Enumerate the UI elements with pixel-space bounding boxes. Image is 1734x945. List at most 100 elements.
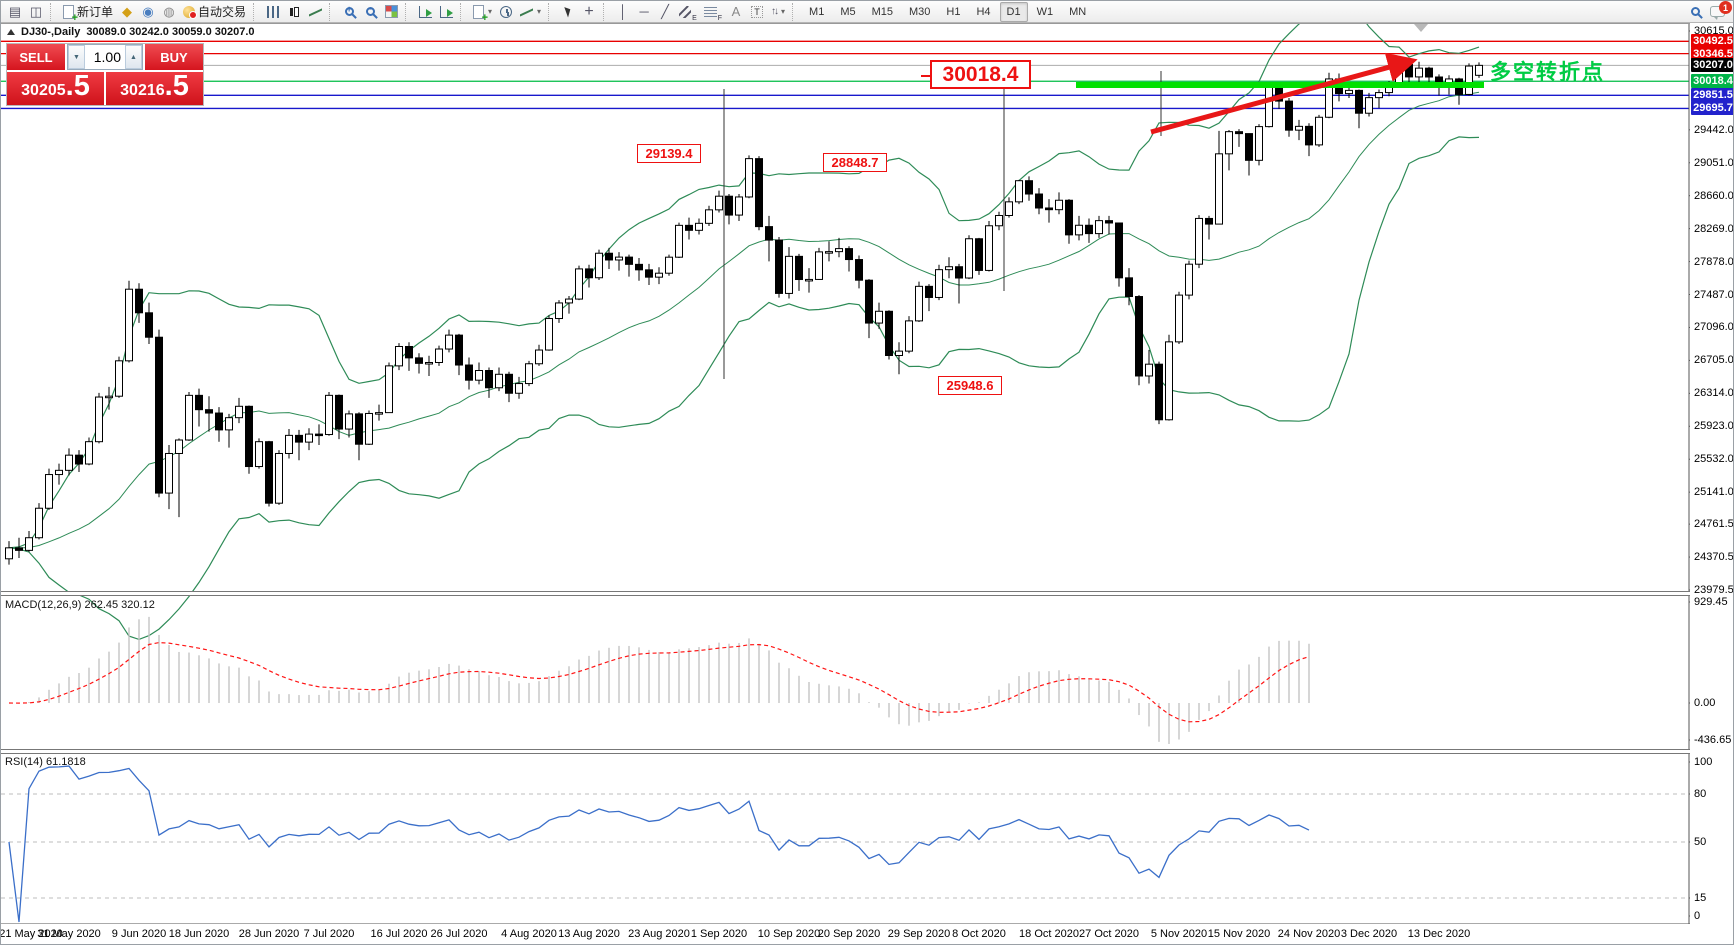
experts-button[interactable]: ◉: [138, 2, 158, 22]
equidistant-channel-icon: [679, 6, 691, 18]
equidistant-channel-button[interactable]: E: [676, 2, 700, 22]
date-label: 9 Jun 2020: [111, 928, 167, 940]
chart-shift-button[interactable]: [436, 2, 456, 22]
market-watch-button[interactable]: ▤: [5, 2, 25, 22]
indicators-button[interactable]: ▾: [470, 2, 495, 24]
timeframe-button-m30[interactable]: M30: [909, 5, 931, 18]
sell-price-display[interactable]: 30205 .5: [7, 72, 104, 105]
zoom-in-button[interactable]: +: [339, 2, 359, 22]
price-callout-28848.7[interactable]: 28848.7: [823, 153, 887, 172]
history-center-button[interactable]: ◆: [117, 2, 137, 22]
price-tick: 28660.0: [1694, 189, 1734, 202]
signals-icon: ◍: [163, 4, 175, 19]
candle-body: [1265, 86, 1273, 128]
date-label: 21 May 2020: [0, 928, 63, 940]
date-label: 28 Jun 2020: [238, 928, 300, 940]
buy-button[interactable]: BUY: [145, 44, 203, 70]
data-window-button[interactable]: ◫: [26, 2, 46, 22]
auto-scroll-button[interactable]: [415, 2, 435, 22]
timeframe-button-m1[interactable]: M1: [809, 5, 825, 18]
macd-axis-label: 929.45: [1694, 596, 1728, 608]
macd-axis-label: 0.00: [1694, 697, 1716, 709]
templates-button[interactable]: ▾: [517, 2, 544, 22]
pane-resizer-rsi[interactable]: [1, 749, 1733, 754]
candle-body: [1205, 217, 1213, 225]
timeframe-button-m5[interactable]: M5: [840, 5, 856, 18]
timeframe-button-mn[interactable]: MN: [1069, 5, 1087, 18]
timeframe-button-h1[interactable]: H1: [946, 5, 961, 18]
trend-arrow-object[interactable]: [1150, 52, 1418, 135]
periods-button[interactable]: [496, 2, 516, 22]
arrows-dropdown-icon[interactable]: ▾: [781, 7, 786, 16]
candle-body: [405, 345, 413, 359]
cursor-icon: [563, 5, 573, 18]
candle-body: [395, 345, 403, 367]
candle-body: [325, 394, 333, 436]
fibonacci-button[interactable]: F: [701, 2, 725, 22]
candlestick-chart-button[interactable]: [284, 2, 304, 22]
price-callout-25948.6[interactable]: 25948.6: [938, 376, 1002, 395]
signals-button[interactable]: ◍: [159, 2, 179, 22]
cn-annotation-text[interactable]: 多空转折点: [1490, 61, 1605, 84]
candle-body: [1235, 131, 1243, 135]
vertical-line-button[interactable]: │: [613, 2, 633, 22]
channel-sub-label: E: [692, 14, 697, 22]
candle-body: [445, 334, 453, 350]
fibonacci-sub-label: F: [717, 14, 723, 22]
vertical-line-icon: │: [619, 4, 628, 19]
notifications-icon[interactable]: 1: [1710, 1, 1732, 20]
pane-resizer-macd[interactable]: [1, 591, 1733, 596]
zoom-out-button[interactable]: −: [360, 2, 380, 22]
bar-chart-button[interactable]: [263, 2, 283, 22]
tile-windows-button[interactable]: [381, 2, 401, 22]
volume-decrease-button[interactable]: ▼: [68, 45, 85, 69]
text-label-button[interactable]: T: [747, 2, 767, 22]
buy-price-display[interactable]: 30216 .5: [106, 72, 203, 105]
timeframe-button-m15[interactable]: M15: [871, 5, 893, 18]
price-tick: 29051.0: [1694, 156, 1734, 169]
timeframe-button-h4[interactable]: H4: [976, 5, 991, 18]
candle-body: [25, 537, 33, 551]
crosshair-button[interactable]: +: [579, 2, 599, 22]
indicators-dropdown-icon[interactable]: ▾: [488, 7, 493, 16]
timeframe-button-w1[interactable]: W1: [1036, 5, 1054, 18]
text-button[interactable]: A: [726, 2, 746, 22]
level-price-badge: 29851.5: [1691, 88, 1733, 103]
candle-body: [165, 452, 173, 494]
sell-button[interactable]: SELL: [7, 44, 65, 70]
price-callout-29139.4[interactable]: 29139.4: [637, 144, 701, 163]
auto-trading-button[interactable]: 自动交易: [180, 2, 249, 22]
price-callout-30018.4[interactable]: 30018.4: [921, 60, 1031, 89]
level-price-badge: 30492.5: [1691, 34, 1733, 49]
candle-body: [175, 439, 183, 454]
chart-shift-marker[interactable]: [1414, 24, 1428, 32]
templates-dropdown-icon[interactable]: ▾: [537, 7, 542, 16]
chart-canvas[interactable]: [1, 23, 1734, 945]
buy-price-whole: 30216: [120, 82, 165, 99]
volume-increase-button[interactable]: ▲: [125, 45, 142, 69]
new-order-button[interactable]: 新订单: [60, 2, 116, 24]
price-tick: 25141.0: [1694, 486, 1734, 499]
volume-value[interactable]: 1.00: [93, 49, 121, 65]
candle-body: [55, 469, 63, 476]
support-zone-bar[interactable]: [1076, 82, 1484, 88]
candle-body: [1165, 341, 1173, 421]
candle-body: [545, 318, 553, 351]
candle-body: [1035, 193, 1043, 209]
cursor-button[interactable]: [558, 2, 578, 22]
macd-axis-label: -436.65: [1694, 734, 1732, 746]
price-tick: 25532.0: [1694, 453, 1734, 466]
collapse-panel-icon[interactable]: [7, 29, 15, 35]
symbol-period-label: DJ30-,Daily: [21, 26, 81, 38]
line-chart-button[interactable]: [305, 2, 325, 22]
candle-body: [315, 433, 323, 437]
candle-body: [205, 409, 213, 414]
horizontal-line-button[interactable]: ─: [634, 2, 654, 22]
search-icon[interactable]: [1691, 7, 1700, 16]
date-label: 31 May 2020: [37, 928, 101, 940]
trendline-button[interactable]: ╱: [655, 2, 675, 22]
bollinger-middle-band: [8, 91, 1480, 549]
arrows-button[interactable]: ↑↓ ▾: [768, 2, 788, 22]
macd-signal-line: [8, 641, 1310, 723]
timeframe-button-d1[interactable]: D1: [999, 1, 1028, 22]
